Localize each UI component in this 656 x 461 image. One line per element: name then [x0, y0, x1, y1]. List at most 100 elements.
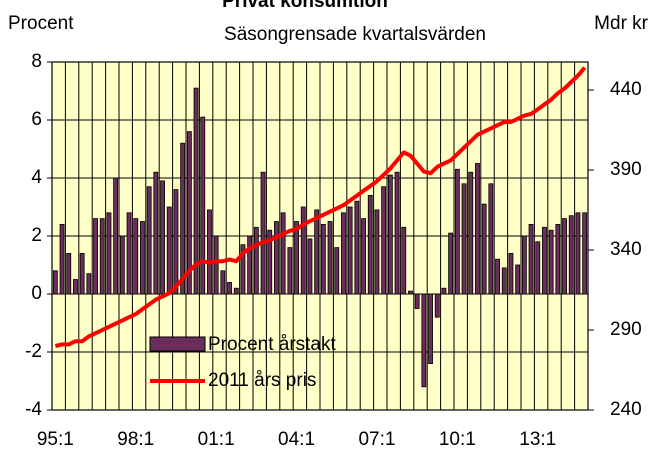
bar [488, 183, 494, 295]
y-axis-label: Procent [8, 13, 74, 34]
bar [448, 232, 454, 295]
bar [274, 221, 279, 295]
bar [140, 221, 145, 295]
bar [414, 293, 420, 309]
bar [334, 247, 340, 295]
legend-label: 2011 års pris [208, 370, 316, 391]
bar [213, 235, 219, 295]
x-tick-label: 98:1 [117, 429, 154, 450]
bar [341, 212, 346, 295]
bar [428, 293, 433, 364]
bar [481, 203, 487, 295]
bar [126, 212, 132, 295]
bar [133, 218, 139, 295]
bar [160, 180, 165, 295]
bar [327, 221, 333, 295]
legend-swatch [149, 336, 206, 352]
bar [528, 223, 534, 295]
x-tick-label: 10:1 [439, 429, 476, 450]
bar [186, 131, 192, 295]
bar [280, 212, 286, 295]
bar [401, 226, 407, 295]
y-tick-label: 4 [31, 167, 42, 188]
bar [555, 223, 561, 295]
line [54, 66, 587, 348]
bar [106, 212, 112, 295]
y-tick-label: 2 [31, 225, 42, 246]
plot-border [51, 61, 589, 411]
bar [173, 189, 179, 295]
bar [421, 293, 427, 388]
bar [468, 171, 474, 295]
bar [260, 171, 266, 295]
bar [73, 279, 78, 295]
bar [562, 218, 567, 295]
bar [542, 226, 547, 295]
x-tick-label: 01:1 [198, 429, 235, 450]
bar [294, 221, 299, 295]
bar [381, 186, 387, 295]
y2-tick-label: 240 [610, 399, 642, 420]
bar [300, 206, 306, 295]
bar [227, 281, 232, 295]
y2-axis-label: Mdr kr [594, 13, 649, 34]
x-tick-label: 13:1 [519, 429, 556, 450]
bar [521, 235, 527, 295]
y-tick-label: 6 [31, 109, 42, 130]
bar [475, 163, 480, 295]
x-tick-label: 04:1 [278, 429, 315, 450]
bar [200, 116, 206, 295]
bar [267, 229, 273, 295]
bar [354, 200, 360, 295]
bar [461, 183, 467, 295]
bar [193, 87, 199, 295]
bar [307, 238, 313, 295]
y2-tick-label: 340 [610, 239, 642, 260]
bar [66, 252, 72, 295]
y-tick-label: 8 [31, 51, 42, 72]
bar [495, 258, 500, 295]
bar [515, 264, 521, 295]
bar [86, 273, 92, 295]
bar [99, 218, 105, 295]
bar [508, 252, 514, 295]
bar [374, 209, 380, 295]
bar [180, 142, 186, 295]
bar [146, 186, 152, 295]
x-tick-label: 07:1 [358, 429, 395, 450]
y-tick-label: -4 [25, 399, 42, 420]
bar [394, 171, 400, 295]
y2-tick-label: 290 [610, 319, 642, 340]
bar [575, 212, 581, 295]
bar [166, 206, 172, 295]
y-tick-label: -2 [25, 341, 42, 362]
bar [253, 226, 259, 295]
y2-tick-label: 440 [610, 79, 642, 100]
bar [247, 235, 253, 295]
y2-tick-label: 390 [610, 159, 642, 180]
bar [240, 244, 246, 295]
y-tick-label: 0 [31, 283, 42, 304]
bar [119, 235, 125, 295]
bar [287, 247, 293, 295]
bar [59, 223, 65, 295]
bar [361, 218, 366, 295]
bar [93, 218, 98, 295]
bar [408, 290, 413, 295]
x-tick-label: 95:1 [37, 429, 74, 450]
bar [387, 174, 393, 295]
bar [454, 168, 460, 295]
bar [548, 229, 554, 295]
bar [314, 209, 320, 295]
bar [441, 287, 447, 295]
bar [113, 177, 119, 295]
bar [568, 215, 574, 295]
bar [79, 252, 85, 295]
bar [220, 270, 226, 295]
bar [233, 287, 239, 295]
bar [434, 293, 440, 318]
chart-subtitle: Säsongrensade kvartalsvärden [224, 24, 486, 45]
bar [153, 171, 159, 295]
bar [52, 270, 58, 295]
